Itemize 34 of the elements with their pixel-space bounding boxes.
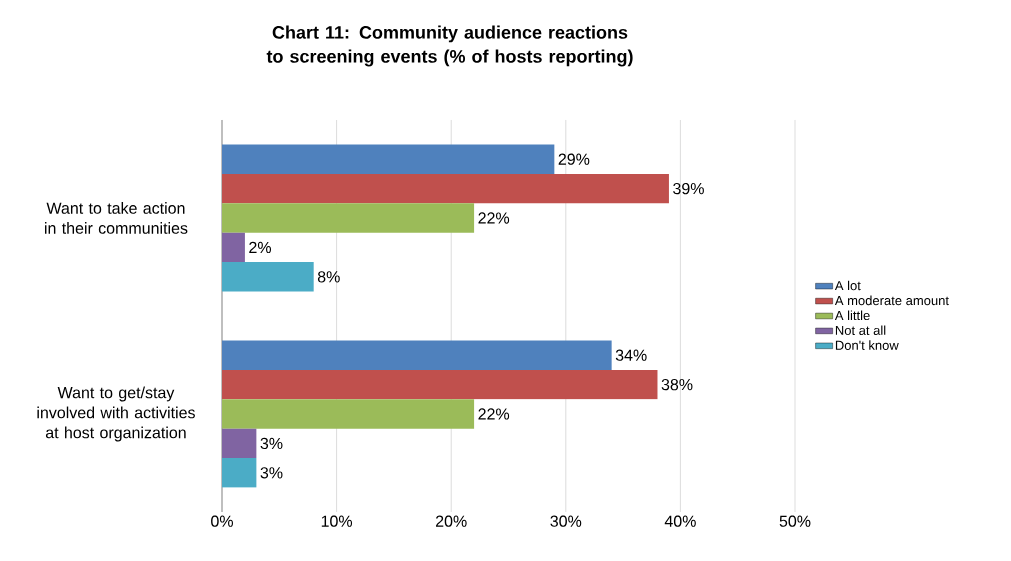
- legend-label: Not at all: [835, 325, 886, 335]
- data-label: 3%: [260, 437, 283, 450]
- bar: [222, 144, 555, 174]
- data-label: 22%: [478, 408, 510, 420]
- x-tick-label: 30%: [550, 515, 582, 527]
- bar: [222, 399, 475, 429]
- legend-label: A moderate amount: [834, 295, 949, 306]
- bar: [222, 428, 257, 459]
- chart-title: Chart 11: Community audience reactions to screening events (% of hosts reporting): [266, 25, 633, 67]
- data-label: 38%: [661, 378, 693, 391]
- data-label: 8%: [317, 271, 340, 283]
- legend-label: Don't know: [835, 340, 899, 350]
- data-label: 22%: [478, 212, 510, 224]
- bar: [222, 173, 669, 204]
- legend-label: A little: [834, 310, 870, 321]
- data-label: 3%: [260, 467, 283, 479]
- x-tick-label: 0%: [211, 515, 233, 527]
- x-tick-label: 20%: [435, 515, 467, 527]
- bar: [222, 369, 658, 400]
- x-tick-label: 10%: [321, 515, 353, 527]
- data-label: 39%: [673, 182, 704, 195]
- data-label: 34%: [615, 349, 647, 361]
- x-tick-label: 40%: [664, 515, 696, 527]
- bar: [222, 203, 475, 233]
- y-tick-label: Want to take action in their communities: [45, 202, 188, 234]
- data-label: 29%: [558, 153, 590, 165]
- bar: [222, 458, 257, 488]
- bar: [222, 262, 314, 292]
- data-label: 2%: [249, 241, 272, 254]
- x-tick-label: 50%: [779, 515, 811, 527]
- legend-label: A lot: [834, 280, 861, 291]
- bar: [222, 232, 245, 263]
- bar: [222, 340, 612, 370]
- y-tick-label: Want to get/stay involved with activities at host organization: [37, 386, 195, 442]
